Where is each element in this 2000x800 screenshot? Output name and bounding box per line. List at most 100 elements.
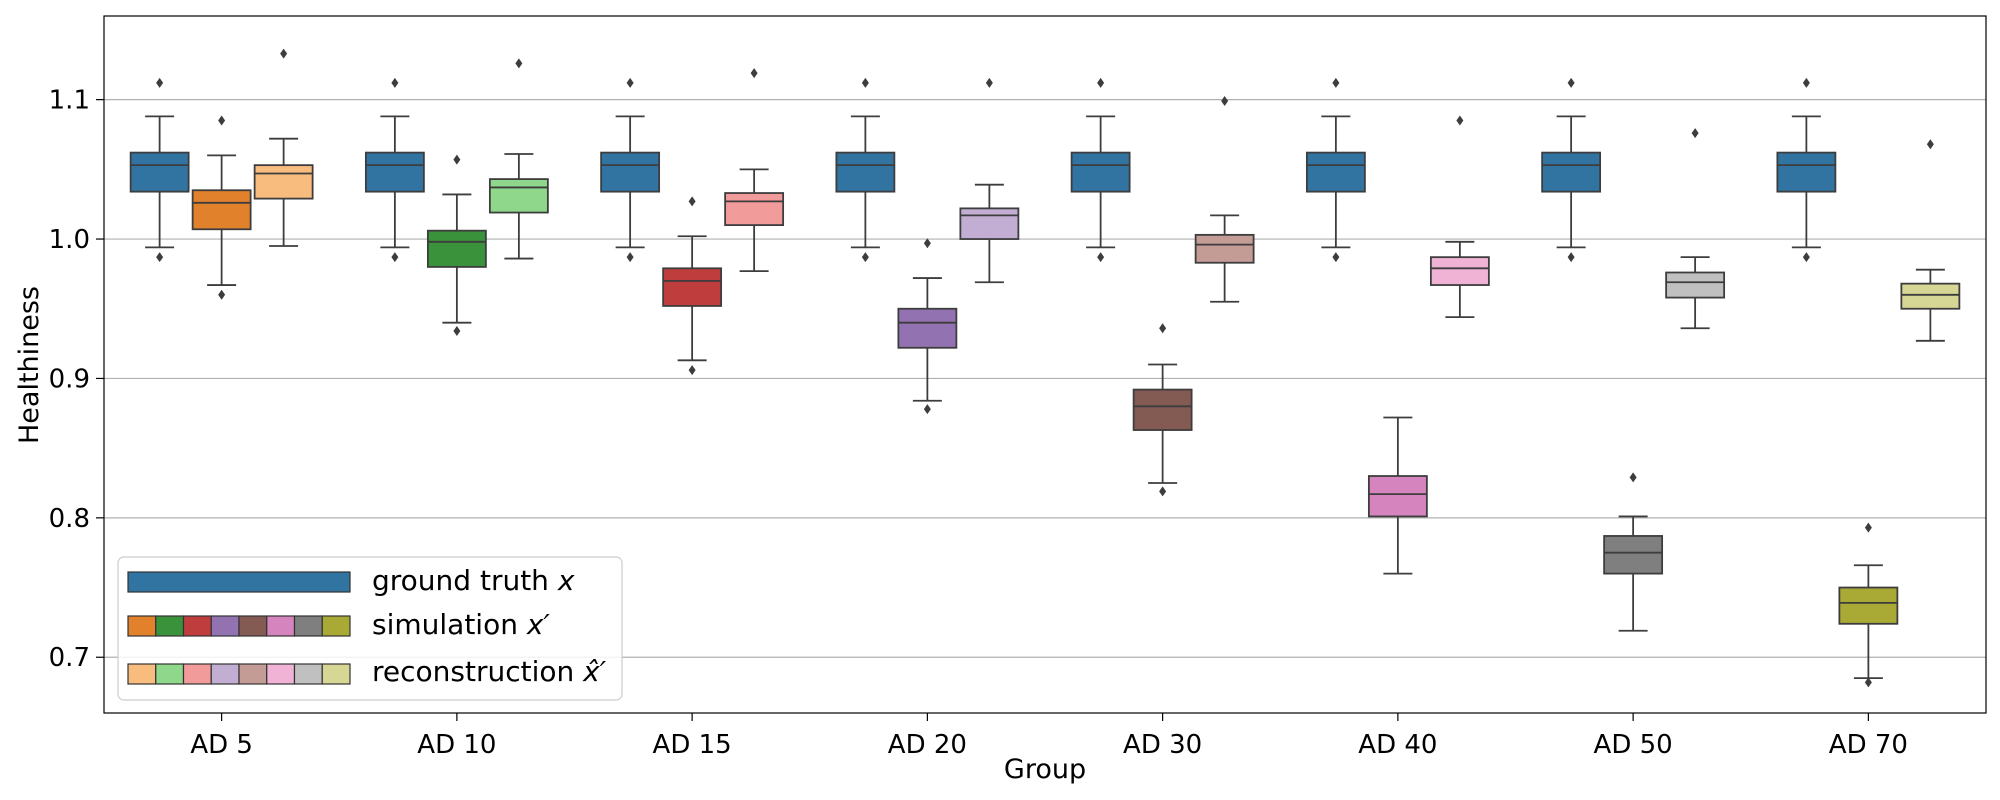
- iqr-box: [364, 151, 425, 193]
- box-reconstruction-ad50: [1665, 128, 1726, 330]
- outlier-point: [1097, 77, 1105, 88]
- x-tick-label: AD 70: [1829, 730, 1908, 760]
- legend-swatch-reconstruction: [210, 663, 240, 685]
- iqr-box: [959, 207, 1020, 240]
- outlier-point: [1456, 115, 1464, 126]
- grid-lines: [104, 99, 1986, 658]
- iqr-box: [1194, 233, 1255, 264]
- iqr-box: [1132, 388, 1193, 431]
- box-simulation-ad40: [1367, 416, 1428, 575]
- iqr-box: [724, 192, 785, 226]
- outlier-point: [156, 252, 164, 263]
- outlier-point: [688, 196, 696, 207]
- outlier-point: [1332, 77, 1340, 88]
- x-tick-label: AD 5: [190, 730, 253, 760]
- box-reconstruction-ad30: [1194, 96, 1255, 303]
- iqr-box: [1367, 475, 1428, 518]
- legend-swatch-simulation: [155, 615, 185, 637]
- legend-swatch-simulation: [127, 615, 157, 637]
- legend-label-ground-truth: ground truth x: [372, 564, 575, 597]
- outlier-point: [861, 77, 869, 88]
- box-reconstruction-ad10: [488, 58, 549, 260]
- outlier-point: [1221, 96, 1229, 107]
- iqr-box: [1776, 151, 1837, 193]
- iqr-box: [1305, 151, 1366, 193]
- outlier-point: [156, 77, 164, 88]
- box-reconstruction-ad5: [253, 48, 314, 247]
- legend-swatch-reconstruction: [321, 663, 351, 685]
- outlier-point: [1097, 252, 1105, 263]
- box-simulation-ad10: [426, 154, 487, 337]
- outlier-point: [1864, 677, 1872, 688]
- outlier-point: [453, 326, 461, 337]
- box-reconstruction-ad20: [959, 77, 1020, 284]
- y-axis-label: Healthiness: [14, 286, 45, 444]
- legend-swatch-simulation: [210, 615, 240, 637]
- outlier-point: [1159, 323, 1167, 334]
- y-tick-label: 0.9: [49, 364, 90, 394]
- legend-swatch-reconstruction: [238, 663, 268, 685]
- iqr-box: [600, 151, 661, 193]
- outlier-point: [861, 252, 869, 263]
- iqr-box: [1603, 535, 1664, 575]
- legend-label-reconstruction: reconstruction x̂′: [372, 655, 607, 688]
- box-simulation-ad15: [662, 196, 723, 376]
- box-ground-truth-ad40: [1305, 77, 1366, 263]
- box-simulation-ad30: [1132, 323, 1193, 497]
- legend-swatch-simulation: [238, 615, 268, 637]
- iqr-box: [129, 151, 190, 193]
- legend-swatch-simulation: [321, 615, 351, 637]
- x-tick-label: AD 40: [1358, 730, 1437, 760]
- legend-swatch-reconstruction: [182, 663, 212, 685]
- box-simulation-ad5: [191, 115, 252, 300]
- box-ground-truth-ad30: [1070, 77, 1131, 263]
- outlier-point: [688, 365, 696, 376]
- outlier-point: [1691, 128, 1699, 139]
- iqr-box: [1838, 586, 1899, 625]
- box-reconstruction-ad70: [1900, 139, 1961, 342]
- iqr-box: [1070, 151, 1131, 193]
- iqr-box: [897, 307, 958, 349]
- legend-swatch-reconstruction: [293, 663, 323, 685]
- legend-swatches: [127, 571, 351, 685]
- legend-swatch-reconstruction: [127, 663, 157, 685]
- iqr-box: [1665, 271, 1726, 299]
- legend-swatch-reconstruction: [155, 663, 185, 685]
- y-tick-label: 1.1: [49, 86, 90, 116]
- outlier-point: [1629, 472, 1637, 483]
- x-axis-ticks: AD 5 AD 10 AD 15 AD 20 AD 30 AD 40 AD 50 AD 70: [190, 713, 1908, 760]
- iqr-box: [191, 189, 252, 231]
- iqr-box: [662, 267, 723, 307]
- legend-swatch-simulation: [293, 615, 323, 637]
- box-ground-truth-ad5: [129, 77, 190, 263]
- legend-swatch-simulation: [182, 615, 212, 637]
- outlier-point: [453, 154, 461, 165]
- outlier-point: [626, 252, 634, 263]
- outlier-point: [1159, 486, 1167, 497]
- iqr-box: [488, 178, 549, 214]
- outlier-point: [391, 252, 399, 263]
- outlier-point: [391, 77, 399, 88]
- outlier-point: [923, 238, 931, 249]
- plot-area-frame: [103, 15, 1987, 714]
- box-ground-truth-ad15: [600, 77, 661, 263]
- legend: ground truth x simulation x′ reconstruct…: [117, 556, 623, 701]
- y-axis-ticks: 0.7 0.8 0.9 1.0 1.1: [49, 86, 104, 673]
- outlier-point: [1567, 252, 1575, 263]
- box-simulation-ad50: [1603, 472, 1664, 632]
- outlier-point: [1332, 252, 1340, 263]
- box-ground-truth-ad50: [1541, 77, 1602, 263]
- x-tick-label: AD 50: [1594, 730, 1673, 760]
- legend-swatch-simulation: [266, 615, 296, 637]
- x-tick-label: AD 15: [653, 730, 732, 760]
- outlier-point: [1864, 522, 1872, 533]
- x-tick-label: AD 30: [1123, 730, 1202, 760]
- outlier-point: [1802, 252, 1810, 263]
- outlier-point: [1802, 77, 1810, 88]
- outlier-point: [218, 115, 226, 126]
- y-tick-label: 1.0: [49, 225, 90, 255]
- box-ground-truth-ad70: [1776, 77, 1837, 263]
- box-simulation-ad70: [1838, 522, 1899, 688]
- box-reconstruction-ad15: [724, 68, 785, 273]
- legend-swatch-ground-truth: [127, 571, 351, 593]
